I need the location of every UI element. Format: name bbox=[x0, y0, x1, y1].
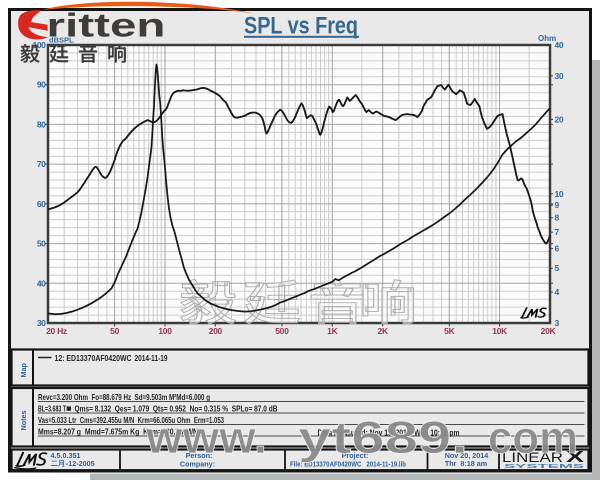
svg-text:yt689.: yt689. bbox=[298, 412, 468, 463]
svg-text:20K: 20K bbox=[541, 326, 557, 336]
svg-text:-12-2005: -12-2005 bbox=[66, 459, 95, 468]
svg-text:6: 6 bbox=[555, 244, 560, 254]
svg-text:12: ED13370AF0420WC: 12: ED13370AF0420WC bbox=[55, 353, 132, 363]
svg-text:50: 50 bbox=[110, 326, 119, 336]
svg-text:Revc=3.200 Ohm Fo=88.679 Hz: Revc=3.200 Ohm Fo=88.679 Hz Sd=9.503m M²… bbox=[38, 392, 210, 402]
svg-text:Project:: Project: bbox=[342, 451, 369, 460]
svg-text:80: 80 bbox=[37, 119, 46, 129]
svg-text:Ohm: Ohm bbox=[538, 34, 556, 43]
svg-text:60: 60 bbox=[37, 199, 46, 209]
svg-text:40: 40 bbox=[555, 40, 564, 50]
svg-text:com: com bbox=[488, 412, 578, 463]
svg-text:40: 40 bbox=[37, 278, 46, 288]
svg-text:Notes: Notes bbox=[19, 411, 28, 431]
svg-text:1K: 1K bbox=[327, 326, 338, 336]
svg-text:30: 30 bbox=[37, 318, 46, 328]
svg-text:50: 50 bbox=[37, 239, 46, 249]
svg-text:500: 500 bbox=[275, 326, 289, 336]
svg-text:2014-11-19: 2014-11-19 bbox=[135, 353, 168, 363]
svg-text:ritten: ritten bbox=[47, 7, 166, 44]
svg-text:100: 100 bbox=[33, 40, 47, 50]
svg-text:9: 9 bbox=[555, 200, 560, 210]
svg-text:70: 70 bbox=[37, 159, 46, 169]
svg-text:4.5.0.351: 4.5.0.351 bbox=[51, 451, 81, 460]
svg-text:200: 200 bbox=[209, 326, 223, 336]
svg-text:Hz: Hz bbox=[57, 326, 67, 336]
svg-text:Data Measured: Nov 19, 2014 W: Data Measured: Nov 19, 2014 Wed 10:31 pm bbox=[318, 428, 460, 438]
svg-text:File: ED13370AF0420WC 2014-1: File: ED13370AF0420WC 2014-11-19.lib bbox=[290, 460, 407, 469]
svg-text:Qms= 8.132 Qes= 1.079 Qts= 0: Qms= 8.132 Qes= 1.079 Qts= 0.952 No= 0.3… bbox=[75, 404, 278, 414]
svg-text:4: 4 bbox=[555, 287, 560, 297]
svg-text:X: X bbox=[566, 449, 585, 466]
svg-text:20: 20 bbox=[555, 114, 564, 124]
svg-text:2K: 2K bbox=[378, 326, 389, 336]
svg-text:3: 3 bbox=[555, 318, 560, 328]
svg-text:Vas=5.033 Ltr Cms=392.455u M/: Vas=5.033 Ltr Cms=392.455u M/N Krm=66.06… bbox=[38, 415, 224, 425]
svg-text:Company:: Company: bbox=[180, 460, 215, 469]
svg-text:Thr 8:18 am: Thr 8:18 am bbox=[445, 459, 487, 468]
svg-text:Nov 20, 2014: Nov 20, 2014 bbox=[445, 451, 489, 460]
svg-text:Map: Map bbox=[19, 363, 28, 378]
svg-text:Mms=8.207 g Mmd=7.675m Kg Kx: Mms=8.207 g Mmd=7.675m Kg Kxm=130.3u M/N bbox=[38, 427, 198, 437]
svg-text:10K: 10K bbox=[492, 326, 508, 336]
svg-text:5: 5 bbox=[555, 263, 560, 273]
svg-text:dBSPL: dBSPL bbox=[49, 36, 74, 45]
svg-text:30: 30 bbox=[555, 71, 564, 81]
svg-text:90: 90 bbox=[37, 80, 46, 90]
svg-text:5K: 5K bbox=[444, 326, 455, 336]
svg-text:20: 20 bbox=[46, 326, 55, 336]
svg-text:Person:: Person: bbox=[186, 451, 213, 460]
svg-text:SYSTEMS: SYSTEMS bbox=[504, 464, 586, 470]
svg-text:10: 10 bbox=[555, 189, 564, 199]
svg-text:www.: www. bbox=[145, 412, 267, 463]
svg-text:LINEAR: LINEAR bbox=[502, 449, 563, 465]
svg-text:BL=3.683 T: BL=3.683 T bbox=[38, 404, 66, 414]
svg-text:100: 100 bbox=[158, 326, 172, 336]
svg-text:7: 7 bbox=[555, 227, 560, 237]
svg-text:SPL vs Freq: SPL vs Freq bbox=[244, 13, 358, 40]
svg-text:8: 8 bbox=[555, 213, 560, 223]
